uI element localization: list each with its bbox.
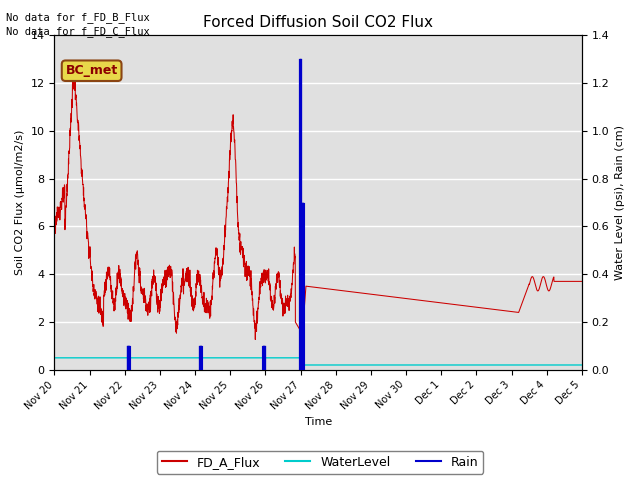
Title: Forced Diffusion Soil CO2 Flux: Forced Diffusion Soil CO2 Flux <box>203 15 433 30</box>
Text: BC_met: BC_met <box>65 64 118 77</box>
Text: No data for f_FD_B_Flux: No data for f_FD_B_Flux <box>6 12 150 23</box>
Text: No data for f_FD_C_Flux: No data for f_FD_C_Flux <box>6 26 150 37</box>
Legend: FD_A_Flux, WaterLevel, Rain: FD_A_Flux, WaterLevel, Rain <box>157 451 483 474</box>
X-axis label: Time: Time <box>305 417 332 427</box>
Y-axis label: Water Level (psi), Rain (cm): Water Level (psi), Rain (cm) <box>615 125 625 280</box>
Y-axis label: Soil CO2 Flux (μmol/m2/s): Soil CO2 Flux (μmol/m2/s) <box>15 130 25 275</box>
